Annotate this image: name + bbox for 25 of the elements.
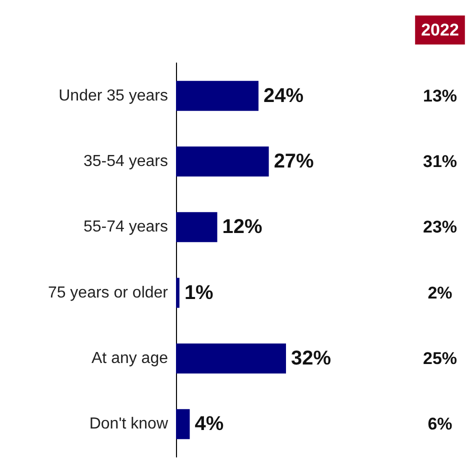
bar <box>176 80 258 111</box>
text: 2% <box>428 283 452 302</box>
y-tick-label: Don't know <box>89 416 168 433</box>
bar <box>176 278 180 308</box>
y-tick-label: 35-54 years <box>84 153 168 170</box>
text: 2022 <box>421 20 459 40</box>
bar <box>176 409 190 440</box>
y-tick-label: 55-74 years <box>84 218 168 236</box>
y-tick-label: At any age <box>92 350 168 367</box>
text: 13% <box>422 86 458 106</box>
y-tick-label: Under 35 years <box>58 87 168 104</box>
data-label: 27% <box>274 150 314 172</box>
bar <box>176 212 218 242</box>
text: 31% <box>422 152 458 171</box>
bar <box>176 344 286 374</box>
data-label: 12% <box>222 216 262 238</box>
data-label: 32% <box>291 348 332 370</box>
text: 25% <box>422 349 458 368</box>
data-label: 1% <box>184 282 214 304</box>
text: 6% <box>428 414 452 434</box>
data-label: 4% <box>194 413 224 436</box>
text: 23% <box>422 218 458 237</box>
data-label: 24% <box>264 84 304 107</box>
y-tick-label: 75 years or older <box>48 284 169 302</box>
bar <box>176 146 269 176</box>
